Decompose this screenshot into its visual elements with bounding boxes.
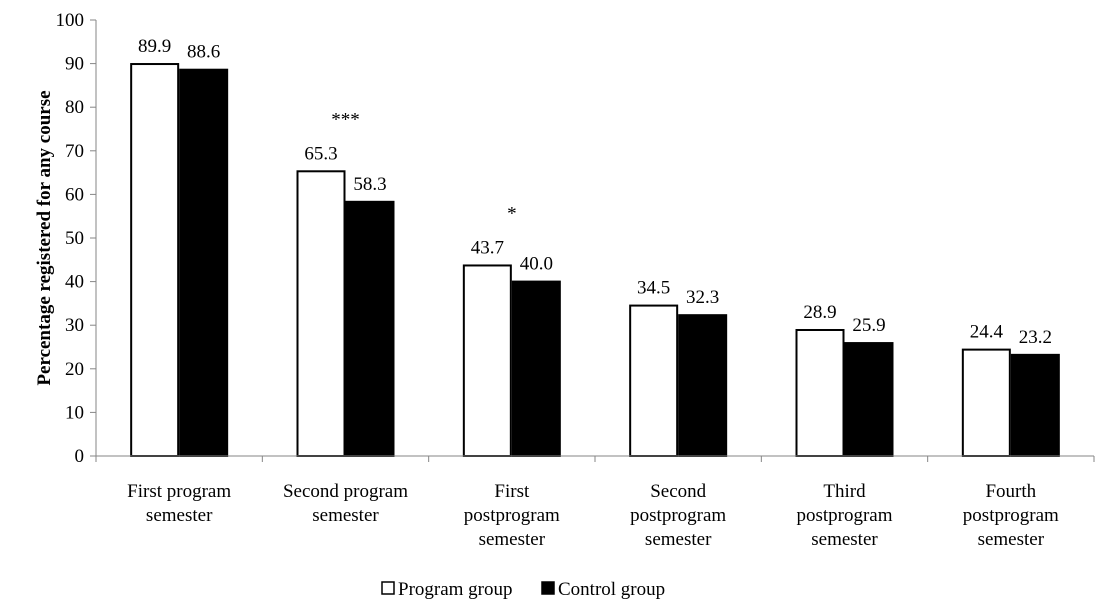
y-tick-label: 30: [65, 315, 84, 336]
x-category-label: Second: [650, 481, 706, 502]
y-tick-label: 60: [65, 184, 84, 205]
category-labels: First program semester Second program semes…: [127, 481, 1059, 550]
bars: [130, 63, 1060, 458]
y-tick-label: 10: [65, 402, 84, 423]
data-label: 89.9: [138, 36, 171, 57]
legend-label: Program group: [398, 579, 513, 600]
data-label: 32.3: [686, 287, 719, 308]
y-tick-label: 0: [75, 446, 85, 467]
x-category-label: semester: [645, 529, 712, 550]
y-tick-label: 70: [65, 141, 84, 162]
bar-control-group: [179, 68, 229, 457]
bar-control-group: [844, 342, 894, 457]
legend-label: Control group: [558, 579, 665, 600]
bar-program-group: [629, 304, 679, 457]
x-category-label: semester: [978, 529, 1045, 550]
y-axis-title: Percentage registered for any course: [34, 90, 55, 385]
bar-control-group: [678, 314, 728, 457]
data-label: 23.2: [1019, 327, 1052, 348]
significance-marker: ***: [331, 109, 360, 130]
axes: [95, 20, 1095, 462]
y-tick-label: 20: [65, 359, 84, 380]
bar-program-group: [795, 328, 845, 457]
data-label: 34.5: [637, 278, 670, 299]
y-tick-label: 100: [56, 10, 85, 31]
x-category-label: postprogram: [464, 505, 560, 526]
bar-control-group: [345, 200, 395, 457]
data-label: 25.9: [852, 315, 885, 336]
data-label: 40.0: [520, 254, 553, 275]
bar-program-group: [296, 170, 346, 458]
data-label: 24.4: [970, 322, 1004, 343]
data-label: 88.6: [187, 42, 220, 63]
bar-program-group: [462, 264, 512, 457]
y-axis-title-group: Percentage registered for any course: [34, 90, 55, 385]
x-category-label: semester: [146, 505, 213, 526]
data-label: 58.3: [353, 174, 386, 195]
x-category-label: semester: [312, 505, 379, 526]
y-tick-label: 80: [65, 97, 84, 118]
x-category-label: postprogram: [963, 505, 1059, 526]
bar-program-group: [961, 348, 1011, 457]
bar-control-group: [1010, 353, 1060, 457]
x-category-label: semester: [811, 529, 878, 550]
significance-marker: *: [507, 203, 517, 224]
y-tick-label: 40: [65, 272, 84, 293]
data-label: 43.7: [471, 237, 504, 258]
data-labels: 89.9 88.6 65.3 58.3 *** 43.7 40.0 * 34.5 32.3 28.9…: [138, 36, 1052, 348]
x-category-label: postprogram: [796, 505, 892, 526]
bar-program-group: [130, 63, 180, 457]
x-category-label: First: [494, 481, 530, 502]
data-label: 28.9: [803, 302, 836, 323]
legend: Program group Control group: [381, 579, 665, 600]
x-category-label: Second program: [283, 481, 408, 502]
x-category-label: semester: [479, 529, 546, 550]
x-category-label: Third: [823, 481, 866, 502]
legend-swatch-control: [541, 581, 555, 595]
y-axis-ticks: 0 10 20 30 40 50 60 70 80 90 100: [56, 10, 96, 467]
x-category-label: Fourth: [985, 481, 1036, 502]
y-tick-label: 50: [65, 228, 84, 249]
bar-control-group: [511, 280, 561, 457]
legend-swatch-program: [381, 581, 395, 595]
x-category-label: postprogram: [630, 505, 726, 526]
y-tick-label: 90: [65, 54, 84, 75]
x-category-label: First program: [127, 481, 231, 502]
data-label: 65.3: [304, 143, 337, 164]
